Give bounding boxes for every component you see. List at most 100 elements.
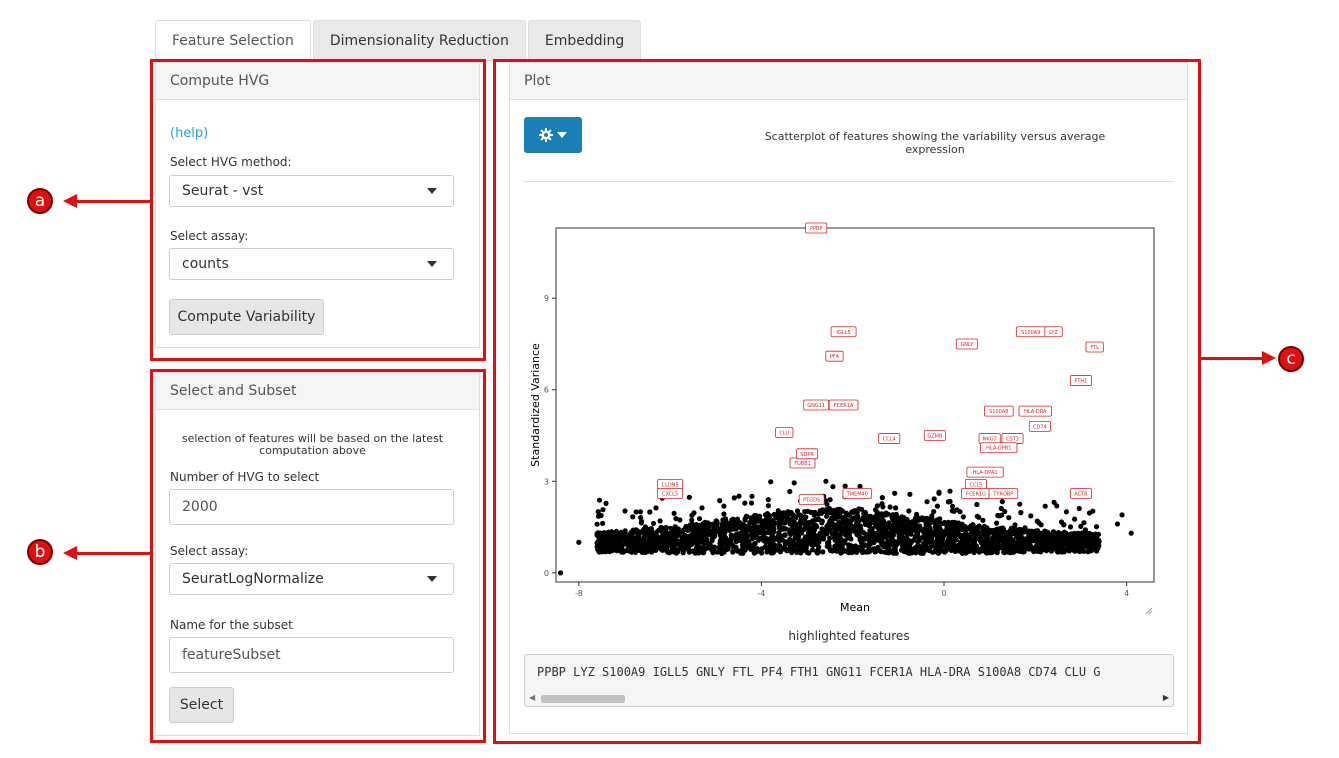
data-point: [637, 529, 643, 535]
point-label-box: [923, 430, 946, 441]
subset-name-input[interactable]: featureSubset: [169, 637, 454, 673]
data-point: [663, 529, 669, 535]
data-point: [825, 527, 831, 533]
data-point: [1093, 524, 1100, 530]
plot-options-button[interactable]: [524, 117, 582, 153]
compute-variability-button[interactable]: Compute Variability: [169, 299, 324, 335]
tab-embedding[interactable]: Embedding: [527, 20, 642, 60]
data-point: [612, 544, 618, 550]
data-point: [594, 521, 600, 527]
point-label-box: [842, 488, 873, 499]
data-point: [854, 549, 860, 555]
data-point: [801, 517, 808, 523]
point-label-box: [878, 433, 901, 444]
data-point: [694, 546, 700, 552]
data-point: [1071, 530, 1077, 536]
data-point: [894, 514, 900, 520]
data-point: [781, 520, 788, 526]
data-point: [957, 509, 963, 515]
data-point: [1071, 537, 1078, 543]
arrow-b-line: [75, 552, 152, 555]
data-point: [825, 540, 831, 546]
data-point: [677, 529, 683, 536]
point-label-box: [966, 466, 1004, 478]
data-point: [756, 537, 762, 543]
data-point: [949, 546, 955, 552]
data-point: [947, 488, 953, 494]
data-point: [838, 550, 844, 556]
data-point: [862, 515, 868, 521]
data-point: [1000, 526, 1007, 532]
data-point: [730, 516, 736, 522]
subset-note: selection of features will be based on t…: [181, 432, 444, 457]
point-label-box: [825, 350, 844, 362]
data-point: [815, 516, 821, 522]
data-point: [924, 535, 930, 541]
tab-dimensionality-reduction[interactable]: Dimensionality Reduction: [312, 20, 526, 60]
data-point: [825, 510, 831, 516]
scroll-left-icon[interactable]: ◀: [529, 693, 536, 702]
scrollbar-thumb[interactable]: [541, 695, 625, 703]
data-point: [1079, 540, 1085, 546]
data-point: [674, 547, 680, 553]
scroll-right-icon[interactable]: ▶: [1162, 693, 1169, 702]
data-point: [897, 525, 903, 531]
data-point: [921, 529, 927, 535]
subset-assay-select[interactable]: SeuratLogNormalize: [169, 563, 454, 595]
point-label: ACTB: [1074, 492, 1088, 498]
data-point: [686, 543, 692, 549]
data-point: [849, 547, 855, 553]
data-point: [835, 509, 841, 515]
data-point: [875, 534, 881, 540]
data-point: [599, 539, 605, 545]
y-tick-label: 9: [544, 294, 549, 303]
help-link[interactable]: (help): [170, 126, 209, 141]
data-point: [617, 536, 623, 542]
data-point: [728, 534, 734, 540]
data-point: [951, 508, 957, 514]
data-point: [1052, 542, 1058, 548]
data-point: [1076, 505, 1082, 512]
data-point: [874, 503, 880, 509]
data-point: [666, 535, 672, 541]
data-point: [970, 522, 976, 528]
data-point: [806, 550, 812, 556]
data-point: [1050, 529, 1057, 535]
data-point: [1017, 544, 1023, 551]
data-point: [674, 540, 680, 547]
point-label: PF4: [830, 354, 839, 360]
data-point: [840, 508, 846, 514]
data-point: [739, 546, 745, 553]
data-point: [595, 509, 601, 515]
data-point: [759, 519, 765, 525]
point-label: CLDN5: [662, 482, 679, 488]
data-point: [594, 531, 600, 537]
data-point: [994, 549, 1000, 555]
point-label-box: [830, 326, 857, 338]
point-label: HLA-DPB1: [986, 446, 1011, 452]
data-point: [1017, 539, 1024, 545]
data-point: [690, 548, 696, 554]
data-point: [810, 547, 816, 553]
hvg-assay-select[interactable]: counts: [169, 248, 454, 280]
data-point: [762, 512, 768, 518]
data-point: [892, 490, 898, 496]
hvg-method-select[interactable]: Seurat - vst: [169, 175, 454, 207]
data-point: [868, 540, 874, 546]
data-point: [977, 548, 983, 555]
data-point: [738, 530, 745, 536]
data-point: [957, 532, 963, 539]
point-label: LYZ: [1049, 330, 1058, 336]
data-point: [1067, 524, 1074, 530]
point-label: S100A9: [1021, 330, 1040, 336]
data-point: [932, 532, 938, 538]
data-point: [1061, 522, 1067, 528]
x-tick-label: 4: [1124, 589, 1129, 598]
num-hvg-input[interactable]: 2000: [169, 489, 454, 525]
data-point: [678, 545, 684, 551]
data-point: [637, 509, 643, 515]
data-point: [999, 512, 1005, 518]
tab-feature-selection[interactable]: Feature Selection: [155, 20, 311, 61]
select-button[interactable]: Select: [169, 687, 234, 723]
horizontal-scrollbar[interactable]: ◀ ▶: [527, 693, 1171, 704]
